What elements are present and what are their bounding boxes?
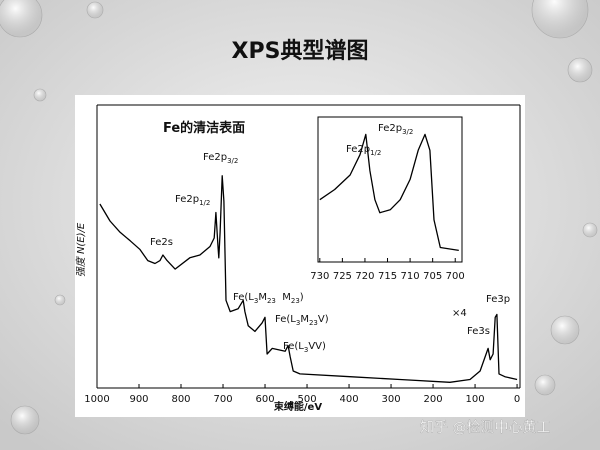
subscript: 23 bbox=[267, 297, 276, 305]
label-text: Fe的清洁表面 bbox=[163, 120, 245, 136]
label-text: M bbox=[300, 314, 309, 325]
peak-label: Fe2p3/2 bbox=[203, 152, 238, 165]
peak-label: Fe3s bbox=[467, 326, 490, 337]
x-tick-label: 730 bbox=[310, 271, 329, 282]
label-text: Fe2s bbox=[150, 237, 173, 248]
label-text: V) bbox=[318, 314, 329, 325]
subscript: 3/2 bbox=[402, 128, 413, 136]
label-text: M bbox=[258, 292, 267, 303]
x-tick-label: 700 bbox=[213, 394, 232, 405]
x-tick-label: 500 bbox=[297, 394, 316, 405]
label-text: ) bbox=[300, 292, 304, 303]
peak-label: Fe2p1/2 bbox=[346, 144, 381, 157]
subscript: 3 bbox=[304, 346, 308, 354]
x-tick-label: 400 bbox=[339, 394, 358, 405]
x-tick-label: 0 bbox=[514, 394, 520, 405]
peak-label: Fe(L3VV) bbox=[283, 341, 326, 354]
peak-label: Fe2p1/2 bbox=[175, 194, 210, 207]
x-tick-label: 800 bbox=[171, 394, 190, 405]
inset-frame bbox=[317, 116, 463, 263]
peak-label: Fe(L3M23 M23) bbox=[233, 292, 304, 305]
label-text: Fe2p bbox=[175, 194, 199, 205]
label-text: Fe(L bbox=[275, 314, 296, 325]
x-tick-label: 705 bbox=[423, 271, 442, 282]
label-text: VV) bbox=[308, 341, 326, 352]
x-tick-label: 720 bbox=[355, 271, 374, 282]
peak-label: Fe3p bbox=[486, 294, 510, 305]
x-tick-label: 700 bbox=[446, 271, 465, 282]
watermark: 知乎 @检测中心黄工 bbox=[420, 419, 550, 436]
x-tick-label: 100 bbox=[466, 394, 485, 405]
x-tick-label: 1000 bbox=[84, 394, 109, 405]
y-axis-label: 强度 N(E)/E bbox=[75, 222, 87, 277]
peak-label: ×4 bbox=[452, 308, 467, 319]
label-text: Fe2p bbox=[346, 144, 370, 155]
spectrum-line bbox=[319, 133, 459, 252]
label-text: Fe(L bbox=[233, 292, 254, 303]
subscript: 1/2 bbox=[370, 149, 381, 157]
subscript: 23 bbox=[309, 319, 318, 327]
x-tick-label: 300 bbox=[381, 394, 400, 405]
x-tick-label: 900 bbox=[129, 394, 148, 405]
spectrum-line bbox=[99, 175, 518, 383]
label-text: M bbox=[276, 292, 291, 303]
subscript: 1/2 bbox=[199, 199, 210, 207]
figure-panel bbox=[75, 95, 525, 417]
droplets bbox=[0, 0, 598, 435]
subscript: 3/2 bbox=[227, 157, 238, 165]
slide-title: XPS典型谱图 bbox=[232, 38, 369, 64]
x-tick-label: 600 bbox=[255, 394, 274, 405]
subscript: 3 bbox=[296, 319, 300, 327]
label-text: Fe2p bbox=[203, 152, 227, 163]
label-text: Fe3p bbox=[486, 294, 510, 305]
peak-label: Fe(L3M23V) bbox=[275, 314, 329, 327]
x-axis-label: 束缚能/eV bbox=[274, 400, 322, 413]
label-text: ×4 bbox=[452, 308, 467, 319]
x-tick-label: 710 bbox=[401, 271, 420, 282]
x-tick-label: 715 bbox=[378, 271, 397, 282]
label-text: Fe2p bbox=[378, 123, 402, 134]
label-text: Fe(L bbox=[283, 341, 304, 352]
x-tick-label: 200 bbox=[424, 394, 443, 405]
peak-label: Fe2p3/2 bbox=[378, 123, 413, 136]
x-tick-label: 725 bbox=[333, 271, 352, 282]
subscript: 23 bbox=[291, 297, 300, 305]
subscript: 3 bbox=[254, 297, 258, 305]
peak-label: Fe2s bbox=[150, 237, 173, 248]
label-text: Fe3s bbox=[467, 326, 490, 337]
peak-label: Fe的清洁表面 bbox=[163, 120, 245, 136]
